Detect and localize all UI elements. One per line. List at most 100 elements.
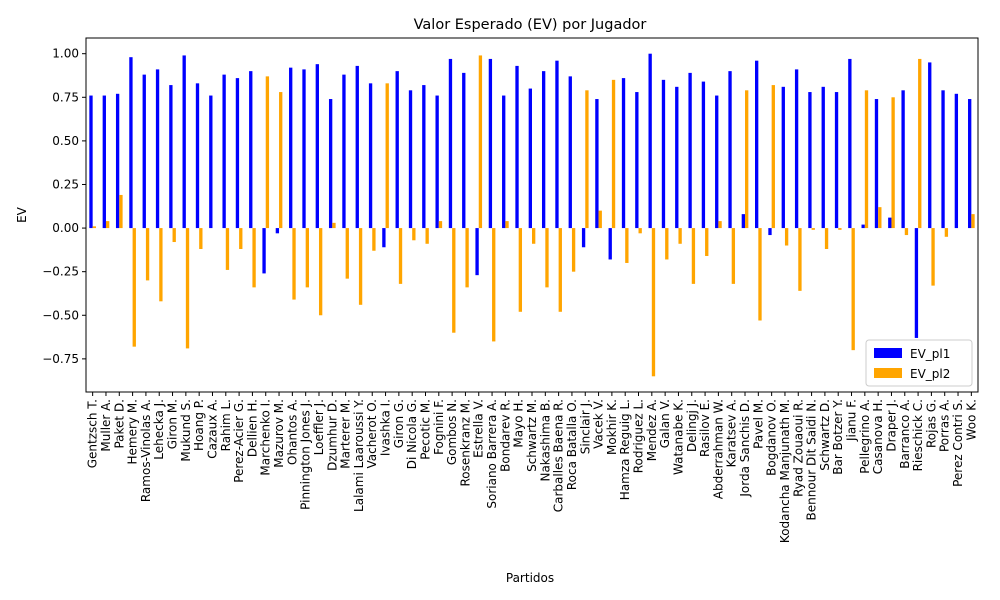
bar	[661, 79, 666, 229]
bar	[169, 85, 173, 229]
bar	[728, 71, 732, 229]
y-tick-label: −0.75	[42, 352, 79, 366]
y-axis-label: EV	[15, 206, 29, 223]
bar	[571, 228, 576, 272]
x-tick-label: Fognini F.	[432, 399, 446, 455]
x-tick-label: Rodriguez L.	[632, 399, 646, 473]
x-tick-label: Giron M.	[166, 399, 180, 449]
y-tick-label: 0.75	[52, 90, 79, 104]
bar	[475, 228, 479, 276]
bar	[931, 228, 935, 286]
x-tick-label: Pavel M.	[751, 399, 765, 449]
bar	[891, 97, 895, 229]
bar	[745, 90, 749, 229]
bar	[688, 72, 692, 229]
bar	[452, 228, 456, 333]
bar	[185, 228, 190, 349]
y-tick-label: 0.00	[52, 221, 79, 235]
x-tick-label: Cazaux A.	[205, 399, 219, 459]
bar	[595, 99, 599, 229]
bar	[598, 210, 602, 229]
bar	[625, 228, 629, 263]
x-tick-label: Bennour Dit Saidi N.	[805, 399, 819, 520]
bar	[638, 228, 642, 234]
bar	[115, 93, 120, 229]
x-tick-label: Hamza Reguig L.	[618, 399, 632, 500]
bar	[731, 228, 736, 284]
x-tick-label: Loeffler J.	[312, 399, 326, 455]
legend-swatch	[874, 368, 902, 378]
bar	[928, 62, 932, 229]
bar	[968, 99, 972, 229]
bar	[435, 95, 439, 229]
legend-label: EV_pl1	[910, 347, 950, 361]
bar	[275, 228, 280, 234]
bar	[102, 95, 106, 229]
bar	[914, 228, 919, 338]
bar	[701, 81, 706, 229]
bar	[585, 90, 589, 229]
bar	[971, 214, 975, 229]
bar	[465, 228, 469, 288]
x-tick-label: Roca Batalla O.	[565, 399, 579, 490]
bar	[332, 222, 336, 229]
y-tick-label: 0.50	[52, 134, 79, 148]
x-tick-label: Marchenko I.	[259, 399, 273, 476]
x-tick-label: Di Nicola G.	[405, 399, 419, 469]
bar	[252, 228, 256, 288]
bar	[581, 228, 586, 248]
x-tick-label: Mendez A.	[645, 399, 659, 461]
bar	[758, 228, 762, 321]
x-tick-label: Kodancha Manjunath M.	[778, 399, 792, 543]
x-axis-label: Partidos	[506, 571, 554, 585]
bar	[195, 83, 200, 229]
x-tick-label: Pinnington Jones J.	[299, 399, 313, 510]
x-tick-label: Paket D.	[112, 399, 126, 449]
bar	[918, 58, 922, 229]
bar	[678, 228, 682, 244]
y-tick-label: 0.25	[52, 177, 79, 191]
x-tick-label: Rieschick C.	[911, 399, 925, 471]
bar	[771, 85, 775, 229]
bar	[385, 83, 389, 229]
x-tick-label: Rojas G.	[924, 399, 938, 448]
bar	[705, 228, 709, 256]
bar	[944, 228, 949, 237]
bar	[781, 86, 785, 229]
x-tick-label: Rosenkranz M.	[458, 399, 472, 487]
bar	[768, 228, 772, 236]
x-tick-label: Hoang P.	[192, 399, 206, 451]
bar	[145, 228, 150, 281]
bar	[422, 85, 426, 229]
x-tick-label: Jorda Sanchis D.	[738, 399, 752, 498]
x-tick-label: Ramos-Vinolas A.	[139, 399, 153, 502]
bar	[874, 99, 879, 229]
bar	[651, 228, 656, 377]
plot-frame	[85, 37, 979, 393]
x-tick-label: Mokhir K.	[605, 399, 619, 455]
bar	[715, 95, 719, 229]
bar	[888, 217, 892, 229]
bar	[438, 221, 443, 229]
x-tick-label: Ivashka I.	[379, 399, 393, 456]
bar	[368, 83, 373, 229]
bar	[901, 90, 905, 229]
bar	[355, 65, 359, 229]
bar	[92, 226, 96, 229]
x-tick-label: Lalami Laaroussi Y.	[352, 399, 366, 512]
bar	[345, 228, 349, 279]
bar	[159, 228, 163, 302]
bar	[675, 86, 679, 229]
x-tick-label: Gentzsch T.	[86, 399, 100, 468]
bar	[904, 228, 909, 236]
bar	[89, 95, 93, 229]
x-tick-label: Vacek V.	[592, 399, 606, 449]
bar	[718, 221, 722, 229]
legend-label: EV_pl2	[910, 367, 950, 381]
bar	[515, 65, 519, 229]
x-tick-label: Pellegrino A.	[858, 399, 872, 474]
bar	[621, 78, 626, 229]
bar	[528, 88, 532, 229]
bar	[142, 74, 146, 229]
